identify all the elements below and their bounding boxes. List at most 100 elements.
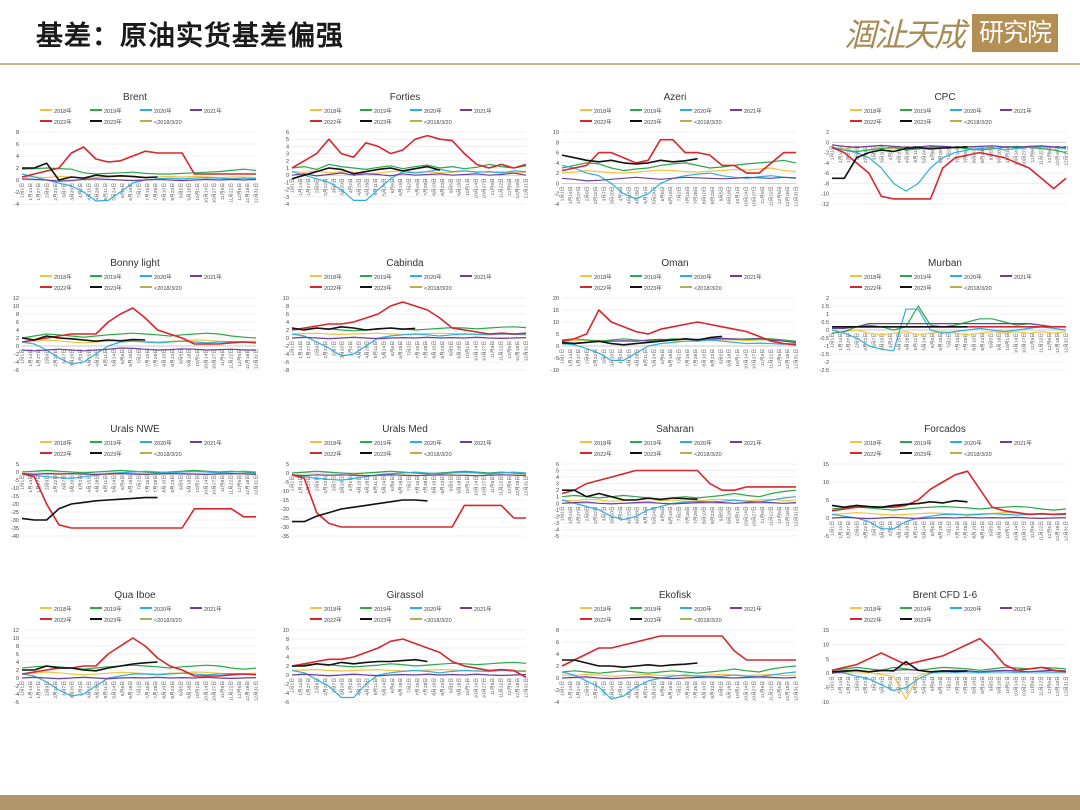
x-tick-label: 5月24日 xyxy=(111,681,117,699)
x-tick-label: 11月9日 xyxy=(760,681,766,698)
y-tick-label: 0 xyxy=(16,676,19,682)
x-tick-label: 10月27日 xyxy=(482,341,488,361)
y-tick-label: 4 xyxy=(16,328,19,334)
x-tick-label: 4月2日 xyxy=(78,681,84,696)
x-tick-label: 10月27日 xyxy=(482,476,488,496)
x-tick-label: 10月27日 xyxy=(212,681,218,701)
series-line xyxy=(21,664,257,670)
x-tick-label: 2月22日 xyxy=(863,676,869,694)
x-tick-label: 2月22日 xyxy=(53,183,59,201)
y-tick-label: -1 xyxy=(824,344,829,350)
chart-title: Murban xyxy=(928,258,962,269)
x-tick-label: 1月27日 xyxy=(846,145,852,163)
y-tick-label: 4 xyxy=(556,652,559,658)
x-tick-label: 4月28日 xyxy=(95,681,101,699)
legend-label: <2018/3/20 xyxy=(154,120,182,126)
x-tick-label: 12月18日 xyxy=(245,681,251,701)
x-tick-label: 6月6日 xyxy=(660,349,666,364)
y-tick-label: 0 xyxy=(826,516,829,522)
x-tick-label: 5月24日 xyxy=(921,145,927,163)
x-tick-label: 12月31日 xyxy=(794,506,800,526)
series-line xyxy=(291,474,526,528)
legend-label: 2020年 xyxy=(694,273,712,281)
chart-title: Bonny light xyxy=(110,258,160,269)
legend-label: 2018年 xyxy=(594,439,612,447)
x-tick-label: 9月18日 xyxy=(997,145,1003,163)
y-tick-label: 0 xyxy=(16,344,19,350)
x-tick-label: 3月7日 xyxy=(601,506,607,521)
y-tick-label: 6 xyxy=(556,151,559,157)
x-tick-label: 3月20日 xyxy=(340,678,346,696)
y-tick-label: -6 xyxy=(14,368,19,374)
x-tick-label: 5月11日 xyxy=(373,476,379,493)
y-tick-label: -15 xyxy=(281,498,289,504)
x-tick-label: 7月2日 xyxy=(947,333,953,348)
x-tick-label: 5月11日 xyxy=(913,676,919,693)
page-header: 基差：原油实货基差偏强 涸沚天成 研究院 xyxy=(0,0,1080,65)
x-tick-label: 7月2日 xyxy=(137,681,143,696)
x-tick-label: 10月27日 xyxy=(1022,333,1028,353)
legend-label: 2022年 xyxy=(54,118,72,126)
x-tick-label: 3月20日 xyxy=(610,506,616,524)
x-tick-label: 1月27日 xyxy=(306,678,312,696)
x-tick-label: 11月9日 xyxy=(1030,145,1036,162)
x-tick-label: 12月31日 xyxy=(1064,521,1070,541)
x-tick-label: 10月1日 xyxy=(1005,676,1011,694)
legend-label: <2018/3/20 xyxy=(694,452,722,458)
legend-label: 2020年 xyxy=(424,273,442,281)
x-tick-label: 6月19日 xyxy=(398,678,404,696)
x-tick-label: 3月7日 xyxy=(331,678,337,693)
x-tick-label: 11月9日 xyxy=(1030,676,1036,693)
x-tick-label: 12月31日 xyxy=(794,349,800,369)
series-line xyxy=(561,665,797,674)
x-tick-label: 4月2日 xyxy=(348,178,354,193)
x-tick-label: 2月9日 xyxy=(45,349,51,364)
x-tick-label: 8月10日 xyxy=(702,681,708,699)
y-tick-label: 0 xyxy=(556,501,559,507)
x-tick-label: 5月24日 xyxy=(651,186,657,204)
x-tick-label: 1月1日 xyxy=(560,681,566,696)
x-tick-label: 12月18日 xyxy=(785,681,791,701)
x-tick-label: 6月19日 xyxy=(128,349,134,367)
legend-label: 2021年 xyxy=(474,107,492,115)
x-tick-label: 5月24日 xyxy=(381,476,387,494)
x-tick-label: 1月14日 xyxy=(568,681,574,699)
series-line xyxy=(291,673,527,677)
y-tick-label: 5 xyxy=(286,462,289,468)
legend-label: 2019年 xyxy=(104,605,122,613)
x-tick-label: 12月18日 xyxy=(515,341,521,361)
x-tick-label: 6月6日 xyxy=(120,349,126,364)
y-tick-label: -2 xyxy=(554,192,559,198)
y-tick-label: -2 xyxy=(554,688,559,694)
y-tick-label: 2 xyxy=(16,668,19,674)
y-tick-label: 0 xyxy=(286,471,289,477)
legend-label: 2020年 xyxy=(154,107,172,115)
x-tick-label: 4月15日 xyxy=(896,521,902,539)
x-tick-label: 10月1日 xyxy=(1005,333,1011,351)
y-tick-label: -30 xyxy=(11,518,19,524)
legend-label: 2018年 xyxy=(54,273,72,281)
y-tick-label: 4 xyxy=(556,161,559,167)
x-tick-label: 8月23日 xyxy=(440,678,446,696)
x-tick-label: 8月10日 xyxy=(432,178,438,196)
x-tick-label: 4月28日 xyxy=(365,341,371,359)
x-tick-label: 5月11日 xyxy=(643,506,649,523)
legend-label: <2018/3/20 xyxy=(154,286,182,292)
x-tick-label: 8月23日 xyxy=(980,333,986,351)
series-line xyxy=(561,489,797,501)
x-tick-label: 11月22日 xyxy=(1038,333,1044,353)
x-tick-label: 2月9日 xyxy=(315,178,321,193)
x-tick-label: 12月5日 xyxy=(1047,521,1053,539)
legend-label: 2021年 xyxy=(1014,605,1032,613)
x-tick-label: 9月18日 xyxy=(187,475,193,493)
y-tick-label: 0.5 xyxy=(821,320,829,326)
x-tick-label: 6月6日 xyxy=(930,521,936,536)
header-divider xyxy=(0,63,1080,65)
legend-label: <2018/3/20 xyxy=(694,286,722,292)
x-tick-label: 11月9日 xyxy=(220,681,226,698)
series-line xyxy=(831,505,1067,511)
x-tick-label: 1月1日 xyxy=(290,341,296,356)
x-tick-label: 1月14日 xyxy=(838,521,844,539)
x-tick-label: 6月19日 xyxy=(668,681,674,699)
x-tick-label: 6月19日 xyxy=(668,506,674,524)
